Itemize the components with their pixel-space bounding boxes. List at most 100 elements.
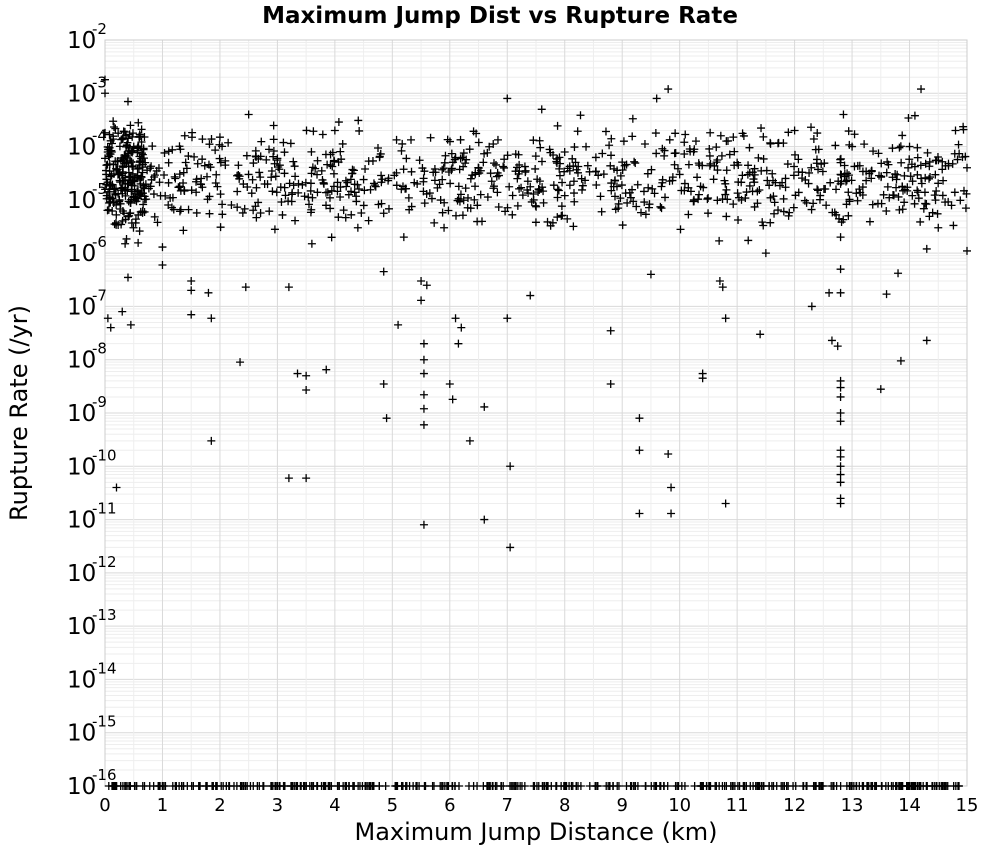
data-point: [742, 188, 751, 197]
data-point: [104, 145, 113, 154]
data-point: [216, 223, 225, 232]
data-point: [779, 194, 788, 203]
data-point: [234, 170, 243, 179]
data-point: [617, 181, 626, 190]
data-point: [354, 116, 363, 125]
data-point: [129, 176, 138, 185]
data-point: [506, 543, 515, 552]
data-point: [306, 186, 315, 195]
data-point: [404, 193, 413, 202]
data-point: [407, 167, 416, 176]
data-point: [291, 216, 300, 225]
data-point: [279, 138, 288, 147]
data-point: [925, 157, 934, 166]
data-point: [483, 148, 492, 157]
data-point: [480, 515, 489, 524]
data-point: [596, 192, 605, 201]
floor-point: [451, 782, 460, 790]
data-point: [578, 181, 587, 190]
data-point: [658, 144, 667, 153]
data-point: [289, 181, 298, 190]
x-axis-label: Maximum Jump Distance (km): [355, 818, 718, 846]
data-point: [136, 132, 145, 141]
data-point: [198, 135, 207, 144]
data-point: [329, 182, 338, 191]
data-point: [463, 193, 472, 202]
data-point: [304, 200, 313, 209]
data-point: [644, 183, 653, 192]
data-point: [557, 202, 566, 211]
data-point: [758, 218, 767, 227]
data-point: [241, 283, 250, 292]
data-point: [465, 145, 474, 154]
data-point: [844, 171, 853, 180]
data-point: [125, 156, 134, 165]
data-point: [277, 198, 286, 207]
data-point: [892, 183, 901, 192]
data-point: [913, 170, 922, 179]
data-point: [931, 196, 940, 205]
data-point: [444, 206, 453, 215]
data-point: [350, 180, 359, 189]
data-point: [643, 169, 652, 178]
floor-point: [629, 782, 638, 790]
data-point: [101, 89, 109, 98]
data-point: [635, 414, 644, 423]
data-point: [313, 156, 322, 165]
data-point: [650, 189, 659, 198]
floor-point: [369, 782, 378, 790]
data-point: [836, 417, 845, 426]
data-point: [499, 162, 508, 171]
x-tick-label: 11: [726, 795, 749, 816]
floor-point: [203, 782, 212, 790]
data-point: [836, 392, 845, 401]
data-point: [628, 114, 637, 123]
data-point: [569, 177, 578, 186]
data-point: [529, 190, 538, 199]
floor-point: [568, 782, 577, 790]
data-point: [712, 158, 721, 167]
floor-point: [769, 782, 778, 790]
data-point: [249, 206, 258, 215]
data-point: [149, 190, 158, 199]
data-point: [333, 178, 342, 187]
data-point: [591, 153, 600, 162]
data-point: [565, 181, 574, 190]
data-point: [826, 178, 835, 187]
data-point: [515, 167, 524, 176]
data-point: [903, 183, 912, 192]
data-point: [635, 509, 644, 518]
y-tick-label: 10: [67, 294, 96, 320]
data-point: [474, 164, 483, 173]
data-point: [123, 97, 132, 106]
data-point: [265, 207, 274, 216]
data-point: [445, 380, 454, 389]
data-point: [675, 170, 684, 179]
data-point: [459, 196, 468, 205]
data-point: [326, 204, 335, 213]
data-point: [565, 166, 574, 175]
data-point: [130, 181, 139, 190]
floor-point: [319, 782, 328, 790]
data-point: [329, 169, 338, 178]
data-point: [187, 286, 196, 295]
data-point: [426, 133, 435, 142]
y-tick-exponent: -8: [92, 340, 107, 358]
data-point: [733, 189, 742, 198]
data-point: [834, 214, 843, 223]
data-point: [644, 203, 653, 212]
data-point: [677, 186, 686, 195]
data-point: [794, 155, 803, 164]
data-point: [855, 161, 864, 170]
data-point: [921, 173, 930, 182]
data-point: [328, 162, 337, 171]
data-point: [175, 207, 184, 216]
data-point: [950, 188, 959, 197]
data-point: [326, 161, 335, 170]
data-point: [483, 193, 492, 202]
data-point: [235, 172, 244, 181]
data-point: [505, 182, 514, 191]
data-point: [111, 124, 120, 133]
data-point: [718, 283, 727, 292]
data-point: [869, 147, 878, 156]
